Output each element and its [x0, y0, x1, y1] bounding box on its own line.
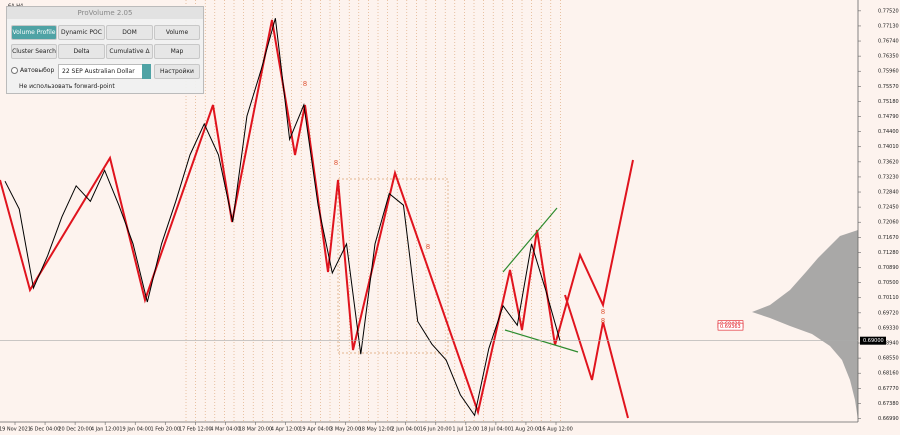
- y-tick-label: 0.70110: [878, 295, 899, 301]
- x-tick-label: 2 Jun 04:00: [391, 427, 420, 433]
- y-tick-label: 0.69330: [878, 325, 899, 331]
- button[interactable]: DOM: [106, 25, 153, 40]
- x-tick-label: 17 Feb 12:00: [179, 427, 212, 433]
- volume-profile: [752, 230, 858, 420]
- y-tick-label: 0.70890: [878, 265, 899, 271]
- channel-line: [504, 329, 579, 353]
- y-tick-label: 0.73620: [878, 159, 899, 165]
- y-tick-label: 0.71670: [878, 235, 899, 241]
- panel-title: ProVolume 2.05: [7, 7, 203, 19]
- button[interactable]: Volume Profile: [11, 25, 57, 40]
- button[interactable]: Map: [154, 44, 200, 59]
- price-tag: [717, 322, 744, 331]
- x-tick-label: 19 Nov 2021: [0, 427, 31, 433]
- wave-label: 8: [334, 159, 338, 167]
- button[interactable]: Volume: [154, 25, 200, 40]
- y-tick-label: 0.77130: [878, 23, 899, 29]
- button[interactable]: Delta: [58, 44, 105, 59]
- y-tick-label: 0.77520: [878, 8, 899, 14]
- y-tick-label: 0.72840: [878, 190, 899, 196]
- checkbox[interactable]: [11, 67, 18, 74]
- price-tag-label: 0.69363: [720, 324, 741, 330]
- current-price-box: [860, 336, 886, 345]
- x-tick-label: 19 Jan 04:00: [119, 427, 151, 433]
- button[interactable]: Cumulative Δ: [106, 44, 153, 59]
- x-tick-label: 6 Dec 04:00: [30, 427, 60, 433]
- x-tick-label: 20 Dec 20:00: [58, 427, 92, 433]
- channel-line: [502, 207, 558, 273]
- checkbox-row[interactable]: Автовыбор: [11, 67, 54, 74]
- provolume-panel: ProVolume 2.05 Volume Profile Dynamic PO…: [6, 6, 204, 94]
- x-tick-label: 4 Mar 04:00: [210, 427, 240, 433]
- x-tick-label: 1 Aug 20:00: [511, 427, 542, 433]
- settings-button[interactable]: Настройки: [154, 64, 200, 79]
- dotted-verticals: [185, 0, 561, 422]
- x-tick-label: 1 Jul 12:00: [452, 427, 479, 433]
- y-tick-label: 0.69720: [878, 310, 899, 316]
- wave-label: 8: [601, 308, 605, 316]
- zigzag-projection: [564, 294, 629, 419]
- current-price-label: 0.69000: [863, 338, 884, 344]
- y-tick-label: 0.68550: [878, 356, 899, 362]
- y-tick-label: 0.76740: [878, 39, 899, 45]
- x-tick-label: 16 Jun 20:00: [420, 427, 452, 433]
- y-tick-label: 0.67380: [878, 401, 899, 407]
- y-tick-label: 0.75960: [878, 69, 899, 75]
- x-tick-label: 16 Aug 12:00: [539, 427, 573, 433]
- y-tick-label: 0.76350: [878, 54, 899, 60]
- y-tick-label: 0.71280: [878, 250, 899, 256]
- y-tick-label: 0.74790: [878, 114, 899, 120]
- y-tick-label: 0.66990: [878, 416, 899, 422]
- range-box: [337, 178, 449, 354]
- x-tick-label: 1 Feb 20:00: [150, 427, 180, 433]
- select[interactable]: 22 SEP Australian Dollar: [58, 64, 147, 79]
- x-tick-label: 18 Mar 20:00: [239, 427, 272, 433]
- y-tick-label: 0.73230: [878, 174, 899, 180]
- x-tick-label: 18 May 12:00: [359, 427, 393, 433]
- x-tick-label: 4 Apr 12:00: [271, 427, 300, 433]
- x-tick-label: 19 Apr 04:00: [299, 427, 332, 433]
- y-tick-label: 0.70500: [878, 280, 899, 286]
- zigzag: [0, 19, 634, 416]
- y-tick-label: 0.74010: [878, 144, 899, 150]
- y-tick-label: 0.75180: [878, 99, 899, 105]
- x-tick-label: 18 Jul 04:00: [481, 427, 511, 433]
- x-tick-label: 4 Jan 12:00: [91, 427, 119, 433]
- y-tick-label: 0.68160: [878, 371, 899, 377]
- select-arrow[interactable]: [142, 64, 151, 79]
- wave-label: 8: [426, 243, 430, 251]
- wave-label: 8: [303, 80, 307, 88]
- checkbox-label: Автовыбор: [20, 67, 55, 74]
- y-tick-label: 0.72450: [878, 205, 899, 211]
- wave-label: 8: [601, 317, 605, 325]
- price-line: [4, 18, 561, 417]
- note: Не использовать forward-point: [19, 83, 115, 90]
- y-tick-label: 0.67770: [878, 386, 899, 392]
- button[interactable]: Dynamic POC: [58, 25, 105, 40]
- y-tick-label: 0.75570: [878, 84, 899, 90]
- y-tick-label: 0.72060: [878, 220, 899, 226]
- button[interactable]: Cluster Search: [11, 44, 57, 59]
- x-tick-label: 3 May 20:00: [330, 427, 361, 433]
- y-tick-label: 0.68940: [878, 341, 899, 347]
- y-tick-label: 0.74400: [878, 129, 899, 135]
